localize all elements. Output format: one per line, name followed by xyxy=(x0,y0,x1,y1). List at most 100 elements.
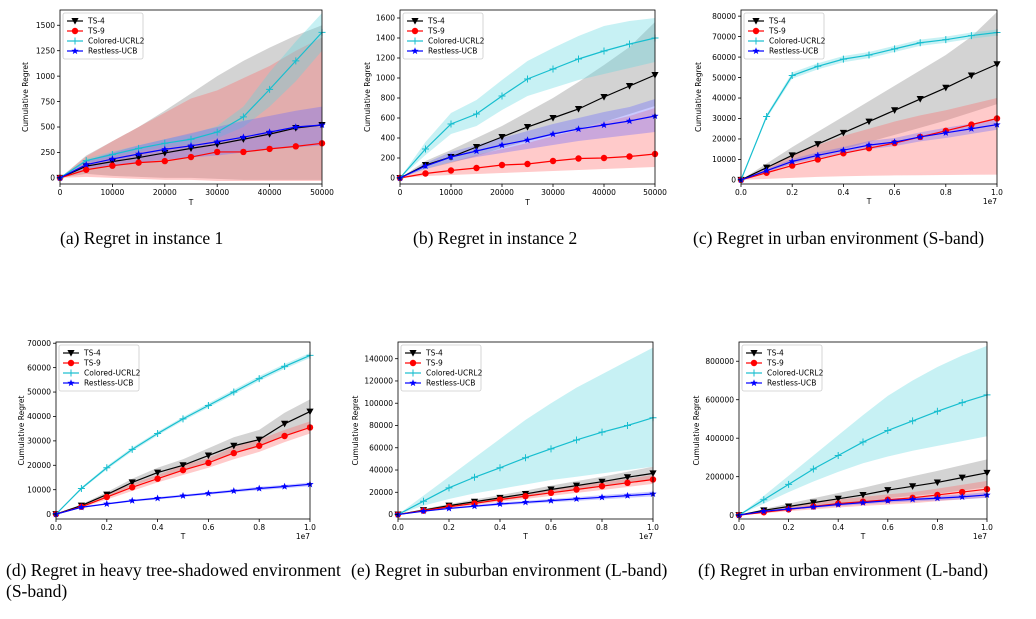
data-point xyxy=(255,375,263,383)
data-point xyxy=(834,500,842,508)
plot-frame xyxy=(399,9,656,185)
legend-marker xyxy=(752,27,760,35)
data-point xyxy=(266,85,274,93)
data-point xyxy=(958,493,966,500)
y-axis-label: Cumulative Regret xyxy=(17,395,26,465)
y-axis-label: Cumulative Regret xyxy=(692,395,701,465)
x-tick-label: 20000 xyxy=(490,188,514,197)
plot-frame xyxy=(55,341,311,520)
data-point xyxy=(83,166,90,173)
data-point xyxy=(230,487,238,494)
x-axis-label: T xyxy=(188,198,194,207)
data-point xyxy=(473,164,480,172)
data-point xyxy=(549,115,557,122)
legend-label: Colored-UCRL2 xyxy=(767,369,824,378)
y-tick-label: 50000 xyxy=(712,73,736,82)
data-point xyxy=(909,417,917,425)
data-point xyxy=(204,452,212,460)
legend-label: Colored-UCRL2 xyxy=(88,37,145,46)
data-point xyxy=(547,489,555,497)
data-point xyxy=(624,479,631,487)
caption-b: (b) Regret in instance 2 xyxy=(413,228,578,248)
data-point xyxy=(179,415,187,423)
data-point xyxy=(573,436,580,444)
caption-e: (e) Regret in suburban environment (L-ba… xyxy=(351,560,668,580)
y-tick-label: 140000 xyxy=(364,354,393,363)
chart-e: 0.0 0.2 0.4 0.6 0.8 1.0 0 20000 40000 60000 80000 1… xyxy=(351,341,659,541)
legend-marker xyxy=(409,379,417,387)
data-point xyxy=(128,445,136,453)
data-point xyxy=(179,466,187,474)
data-point xyxy=(598,493,606,501)
chart-c: 0.0 0.2 0.4 0.6 0.8 1.0 0 10000 20000 30000 40000 5… xyxy=(694,9,1003,206)
data-point xyxy=(77,503,86,511)
legend-marker xyxy=(411,37,419,45)
legend-box xyxy=(58,344,140,392)
data-point xyxy=(281,432,288,440)
data-point xyxy=(809,499,817,507)
band-ts-9 xyxy=(60,37,322,181)
data-point xyxy=(522,454,529,462)
y-tick-label: 400000 xyxy=(705,434,734,443)
data-point xyxy=(575,155,582,162)
data-point xyxy=(522,492,529,500)
data-point xyxy=(942,129,950,136)
data-point xyxy=(572,495,581,503)
data-point xyxy=(549,65,557,73)
data-point xyxy=(445,484,453,492)
x-tick-label: 0.8 xyxy=(931,523,943,532)
data-point xyxy=(809,503,818,510)
data-point xyxy=(447,153,455,161)
data-point xyxy=(549,130,557,138)
data-point xyxy=(419,507,428,515)
data-point xyxy=(179,462,187,469)
caption-d: (d) Regret in heavy tree-shadowed enviro… xyxy=(6,560,341,601)
band-ts-4 xyxy=(741,12,997,180)
legend-box xyxy=(62,12,144,60)
caption-f: (f) Regret in urban environment (L-band) xyxy=(698,560,989,580)
legend-marker xyxy=(750,350,758,357)
x-tick-label: 0.0 xyxy=(50,523,62,532)
data-point xyxy=(762,166,771,174)
plot-frame xyxy=(397,341,654,520)
legend-label: TS-9 xyxy=(83,359,101,368)
y-tick-label: 0 xyxy=(731,176,736,185)
data-point xyxy=(445,504,453,512)
legend-label: TS-9 xyxy=(87,27,105,36)
x-tick-label: 0.2 xyxy=(783,523,795,532)
x-tick-label: 40000 xyxy=(258,188,282,197)
band-ts-9 xyxy=(741,98,997,180)
y-tick-label: 70000 xyxy=(27,339,51,348)
x-tick-label: 0.6 xyxy=(202,523,214,532)
y-tick-label: 1400 xyxy=(376,34,395,43)
x-offset-label: 1e7 xyxy=(296,532,310,541)
data-point xyxy=(626,40,633,48)
data-point xyxy=(422,170,429,177)
data-point xyxy=(575,55,582,63)
legend-box xyxy=(741,344,823,392)
data-point xyxy=(154,475,161,482)
band-ts-4 xyxy=(56,399,310,515)
x-tick-label: 40000 xyxy=(592,188,616,197)
y-tick-label: 600000 xyxy=(705,395,734,404)
data-point xyxy=(967,124,976,132)
x-tick-label: 0.2 xyxy=(101,523,113,532)
data-point xyxy=(82,160,90,168)
x-tick-label: 50000 xyxy=(310,188,334,197)
data-point xyxy=(884,487,892,494)
data-point xyxy=(623,491,632,499)
y-tick-label: 1500 xyxy=(36,21,55,30)
y-tick-label: 200 xyxy=(381,154,396,163)
legend-marker xyxy=(752,47,760,55)
x-axis-label: T xyxy=(524,198,530,207)
data-point xyxy=(498,141,506,149)
legend-label: Colored-UCRL2 xyxy=(426,369,483,378)
chart-panel-f: 0.0 0.2 0.4 0.6 0.8 1.0 0 200000 400000 600000 800… xyxy=(690,330,1036,541)
data-point xyxy=(600,154,608,162)
x-tick-label: 0.4 xyxy=(152,523,164,532)
data-point xyxy=(161,157,168,165)
band-ts-4 xyxy=(739,459,987,516)
y-tick-label: 10000 xyxy=(27,485,51,494)
